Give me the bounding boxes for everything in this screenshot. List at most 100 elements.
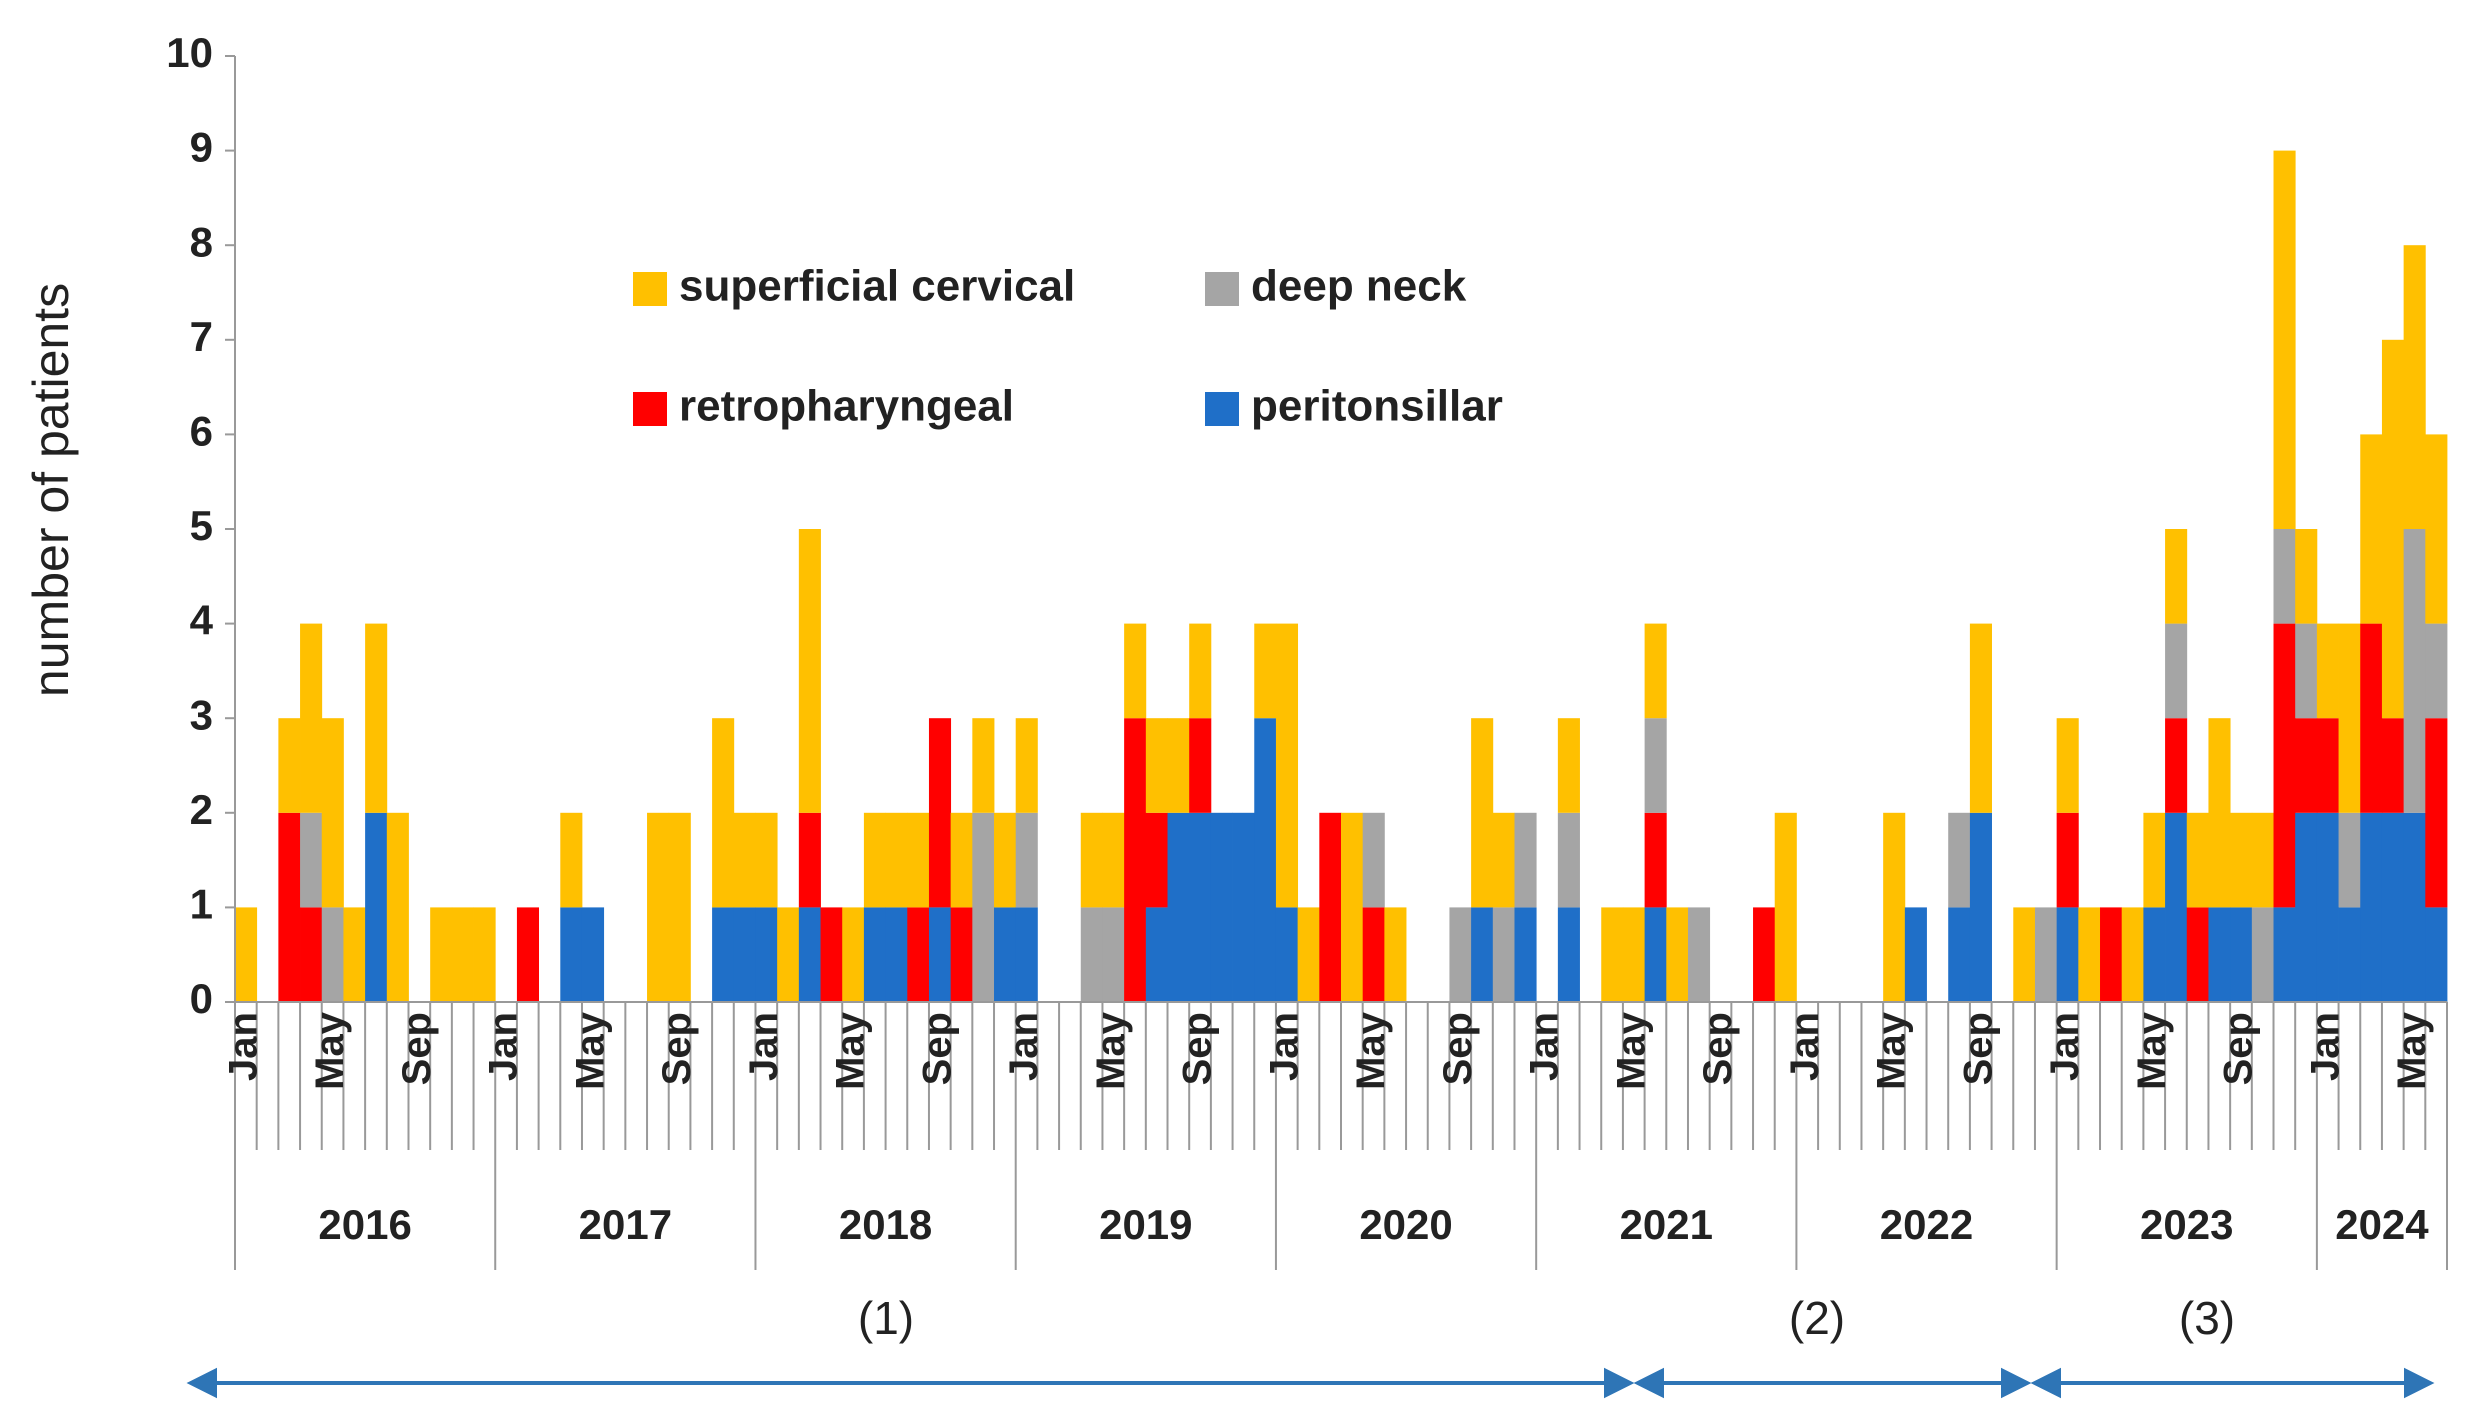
bar-segment: [2056, 718, 2079, 813]
bar-segment: [1904, 907, 1927, 1002]
bar-segment: [733, 812, 756, 908]
year-label: 2020: [1359, 1201, 1452, 1248]
bar-segment: [928, 718, 952, 908]
legend-label: superficial cervical: [679, 262, 1075, 311]
bar-segment: [2230, 812, 2253, 908]
bar-segment: [560, 907, 583, 1002]
bar-segment: [2295, 529, 2318, 624]
bar-segment: [2165, 812, 2188, 1002]
bar-segment: [278, 812, 301, 1002]
bar-segment: [928, 907, 952, 1002]
bar-segment: [1622, 907, 1646, 1002]
y-tick-label: 7: [190, 313, 213, 360]
bar-segment: [994, 907, 1017, 1002]
legend-label: deep neck: [1251, 262, 1467, 311]
x-tick-label: Sep: [915, 1012, 959, 1085]
bar-segment: [2034, 907, 2058, 1002]
bar-segment: [1167, 718, 1190, 813]
bar-segment: [755, 907, 778, 1002]
bar-segment: [1666, 907, 1689, 1002]
bar-segment: [2186, 907, 2209, 1002]
bar-segment: [1210, 812, 1233, 1002]
bar-segment: [2165, 529, 2188, 624]
bar-segment: [885, 907, 908, 1002]
bar-segment: [2273, 623, 2296, 908]
bar-segment: [1232, 812, 1255, 1002]
year-label: 2022: [1880, 1201, 1973, 1248]
bar-segment: [733, 907, 756, 1002]
bar-segment: [668, 812, 691, 1002]
bar-segment: [560, 812, 583, 908]
y-tick-label: 6: [190, 407, 213, 454]
bar-segment: [2230, 907, 2253, 1002]
bar-segment: [235, 907, 258, 1002]
x-tick-label: Jan: [1262, 1012, 1306, 1081]
bar-segment: [1124, 623, 1147, 719]
bar-segment: [365, 812, 388, 1002]
y-axis-title: number of patients: [23, 283, 79, 697]
bar-segment: [2295, 623, 2318, 719]
bar-segment: [1492, 907, 1515, 1002]
bar-segment: [2295, 718, 2318, 813]
bar-segment: [2425, 718, 2448, 908]
bar-segment: [1362, 907, 1385, 1002]
bar-segment: [1297, 907, 1320, 1002]
y-tick-label: 0: [190, 975, 213, 1022]
bar-segment: [950, 812, 973, 908]
bar-segment: [1189, 718, 1212, 813]
year-label: 2017: [579, 1201, 672, 1248]
x-tick-label: Sep: [1436, 1012, 1480, 1085]
bar-segment: [2338, 623, 2361, 813]
bar-segment: [1753, 907, 1776, 1002]
bar-segment: [300, 812, 323, 908]
bar-segment: [755, 812, 778, 908]
x-tick-label: Jan: [221, 1012, 265, 1081]
bar-segment: [2056, 907, 2079, 1002]
bar-segment: [2316, 623, 2339, 719]
bar-segment: [1254, 718, 1277, 1002]
bar-segment: [581, 907, 605, 1002]
bar-segment: [2273, 529, 2296, 624]
y-tick-label: 8: [190, 218, 213, 265]
x-tick-label: Sep: [1956, 1012, 2000, 1085]
bar-segment: [798, 529, 821, 813]
bar-segment: [712, 907, 735, 1002]
bar-segment: [1080, 812, 1103, 908]
bar-segment: [1948, 812, 1971, 908]
x-tick-label: Sep: [1696, 1012, 1740, 1085]
bar-segment: [863, 907, 886, 1002]
bar-segment: [2013, 907, 2036, 1002]
bar-segment: [1687, 907, 1711, 1002]
bar-segment: [343, 907, 366, 1002]
period-label: (3): [2179, 1292, 2235, 1344]
year-label: 2018: [839, 1201, 932, 1248]
bar-segment: [1644, 718, 1667, 813]
bar-segment: [1774, 812, 1797, 1002]
x-tick-label: Jan: [742, 1012, 786, 1081]
x-tick-label: May: [1870, 1011, 1914, 1090]
bar-segment: [1145, 907, 1168, 1002]
bar-segment: [2295, 812, 2318, 1002]
bar-segment: [2186, 812, 2209, 908]
bar-segment: [1015, 907, 1038, 1002]
legend-swatch: [633, 272, 667, 306]
bar-segment: [1319, 812, 1342, 1002]
year-label: 2023: [2140, 1201, 2233, 1248]
x-tick-label: May: [1349, 1011, 1393, 1090]
bar-segment: [1102, 812, 1125, 908]
bar-segment: [2208, 718, 2231, 908]
x-tick-label: May: [1609, 1011, 1653, 1090]
bar-segment: [863, 812, 886, 908]
bar-segment: [451, 907, 474, 1002]
bar-segment: [2100, 907, 2123, 1002]
bar-segment: [1514, 907, 1537, 1002]
bar-segment: [2360, 434, 2383, 624]
bar-segment: [1167, 812, 1190, 1002]
bar-segment: [278, 718, 301, 813]
x-tick-label: Sep: [2217, 1012, 2261, 1085]
bar-segment: [798, 812, 821, 908]
bar-segment: [712, 718, 735, 908]
period-label: (2): [1789, 1292, 1845, 1344]
x-tick-label: Jan: [2043, 1012, 2087, 1081]
